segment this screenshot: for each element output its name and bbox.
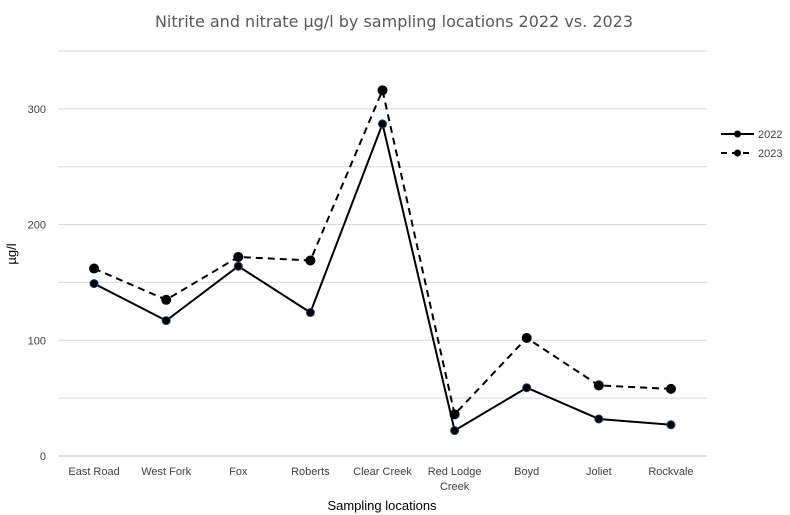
data-point	[665, 383, 676, 394]
legend-marker	[734, 149, 741, 157]
series-2022	[89, 119, 676, 436]
data-point	[666, 420, 676, 430]
data-point	[89, 279, 99, 289]
x-tick-label: Roberts	[291, 466, 330, 478]
gridlines	[58, 50, 707, 457]
series-group	[89, 85, 676, 436]
data-point	[305, 255, 316, 266]
x-tick-label: Joliet	[586, 466, 612, 478]
x-tick-label: East Road	[68, 466, 119, 478]
data-point	[233, 251, 244, 262]
series-2023	[89, 85, 676, 420]
data-point	[521, 332, 532, 343]
data-point	[522, 383, 532, 393]
x-tick-label: West Fork	[141, 466, 191, 478]
x-tick-label: Rockvale	[648, 466, 693, 478]
data-point	[89, 263, 100, 274]
y-tick-label: 100	[28, 335, 46, 347]
data-point	[233, 261, 243, 271]
x-tick-label: Boyd	[514, 466, 539, 478]
data-point	[449, 409, 460, 420]
legend-item-2022: 2022	[721, 129, 782, 141]
data-point	[450, 426, 460, 436]
data-point	[161, 316, 171, 326]
legend-marker	[734, 130, 741, 138]
x-tick-label: Red Lodge Creek	[428, 466, 482, 493]
legend-item-2023: 2023	[721, 148, 782, 160]
y-tick-label: 0	[40, 451, 46, 463]
x-tick-label: Clear Creek	[353, 466, 412, 478]
data-point	[161, 294, 172, 305]
data-point	[378, 119, 387, 129]
data-point	[594, 414, 604, 424]
data-point	[593, 380, 604, 391]
data-point	[377, 85, 388, 96]
series-line-2023	[93, 89, 671, 416]
series-line-2022	[93, 122, 672, 432]
legend: 2022 2023	[721, 129, 782, 160]
y-tick-label: 200	[28, 220, 46, 232]
chart-title: Nitrite and nitrate µg/l by sampling loc…	[155, 12, 633, 31]
y-tick-label: 300	[28, 104, 46, 116]
y-axis-title: µg/l	[4, 243, 19, 264]
y-axis-ticks: 0 100 200 300	[28, 104, 46, 463]
x-axis-title: Sampling locations	[327, 498, 437, 513]
legend-label: 2022	[758, 129, 782, 141]
x-axis-ticks: East Road West Fork Fox Roberts Clear Creek R…	[68, 466, 693, 493]
data-point	[305, 308, 315, 318]
legend-label: 2023	[758, 148, 782, 160]
x-tick-label: Fox	[229, 466, 248, 478]
